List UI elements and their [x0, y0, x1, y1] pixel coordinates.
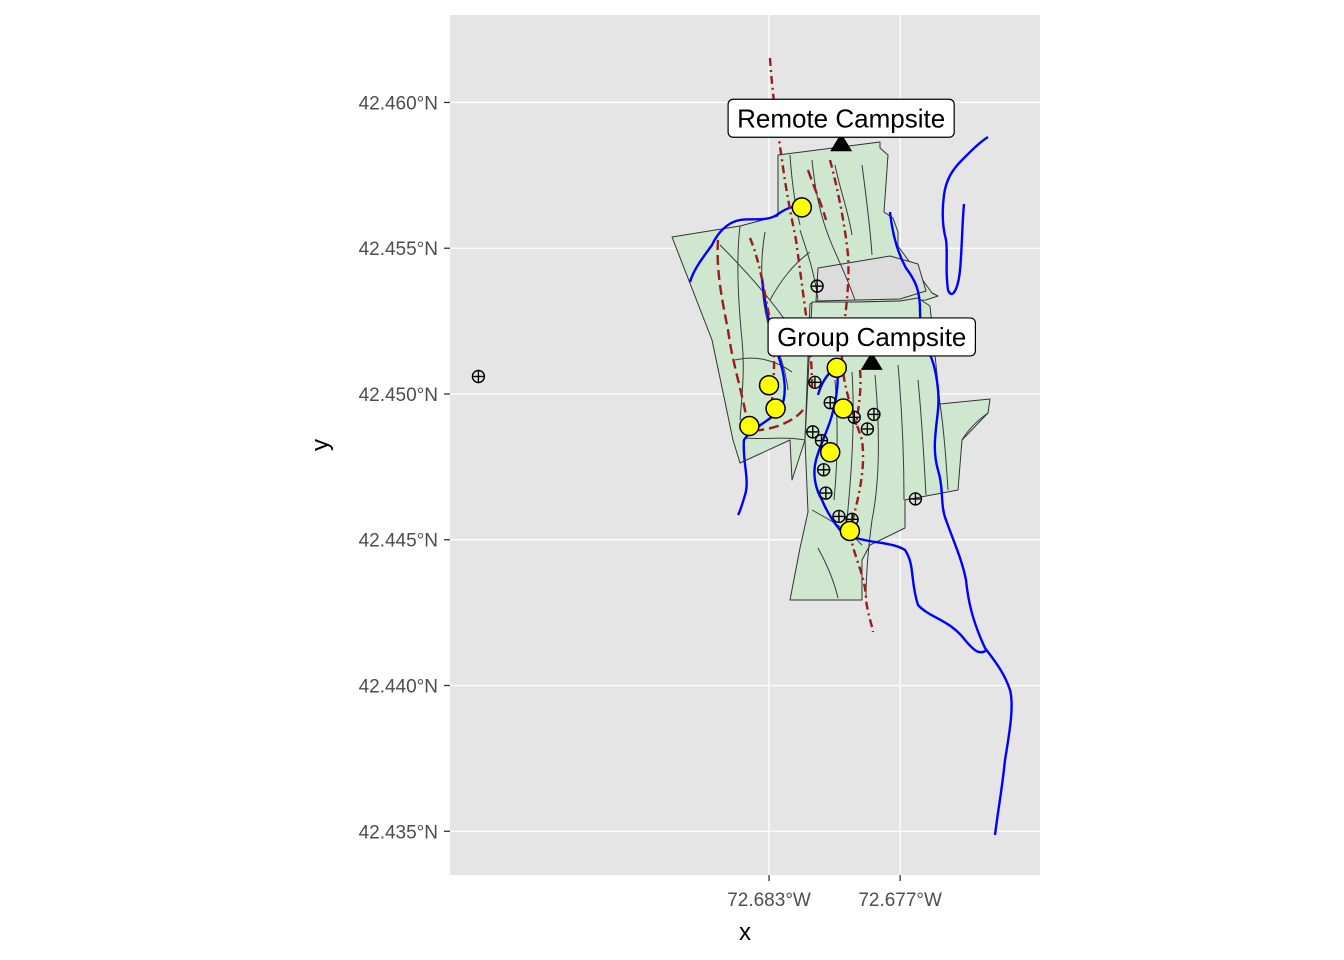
crossed-circle-point [816, 463, 831, 477]
x-tick-label: 72.677°W [858, 890, 942, 911]
y-tick-label: 42.445°N [359, 531, 438, 552]
crossed-circle-point [908, 492, 923, 506]
y-tick-label: 42.435°N [359, 822, 438, 843]
campsite-label-text: Group Campsite [777, 322, 966, 352]
trail-east [828, 159, 875, 633]
yellow-landmark-point [826, 357, 848, 378]
stream-central [813, 364, 988, 654]
stream-east-1 [888, 211, 1013, 836]
crossed-circle-point [806, 425, 820, 439]
crossed-circle-point [810, 279, 824, 293]
yellow-landmark-point [758, 374, 780, 396]
campsite-label-box [727, 98, 955, 138]
stream-west [688, 205, 806, 283]
y-tick-label: 42.450°N [359, 385, 438, 406]
trail-spur-2 [806, 169, 828, 221]
crossed-circle-point [808, 375, 822, 390]
yellow-landmark-point [739, 415, 760, 437]
campsite-triangle-icon [860, 351, 883, 370]
yellow-landmark-point [819, 442, 841, 463]
campsite-label-box [767, 317, 976, 357]
campsite-markers [830, 133, 883, 370]
y-axis: 42.460°N 42.455°N 42.450°N 42.445°N 42.440°N… [359, 93, 450, 843]
x-axis-title: x [739, 919, 751, 946]
crossed-point-markers [471, 279, 923, 527]
y-tick-label: 42.440°N [359, 677, 438, 698]
campsite-label-text: Remote Campsite [737, 103, 945, 133]
yellow-landmark-point [791, 197, 813, 218]
campsite-label: Remote Campsite [727, 98, 955, 138]
yellow-landmark-point [833, 398, 854, 419]
x-axis: 72.683°W 72.677°W [727, 875, 942, 911]
crossed-circle-point [867, 407, 881, 422]
campsite-label: Group Campsite [767, 317, 976, 357]
trail-west-loop [716, 239, 804, 432]
campsite-labels: Remote Campsite Group Campsite [727, 98, 976, 357]
trail-spur-3 [854, 369, 862, 426]
y-tick-label: 42.460°N [359, 93, 438, 114]
crossed-circle-point [819, 486, 833, 500]
crossed-circle-point [471, 369, 486, 384]
crossed-circle-point [832, 509, 846, 524]
y-tick-label: 42.455°N [359, 239, 438, 260]
highlight-point-markers [739, 197, 861, 542]
yellow-landmark-point [765, 398, 786, 419]
stream-east-2 [941, 135, 989, 296]
x-tick-label: 72.683°W [727, 890, 811, 911]
campsite-triangle-icon [830, 133, 853, 152]
inaccessible-area [815, 255, 927, 302]
crossed-circle-point [814, 433, 829, 448]
crossed-circle-point [860, 422, 875, 436]
yellow-landmark-point [839, 520, 861, 542]
y-axis-title: y [307, 439, 334, 451]
